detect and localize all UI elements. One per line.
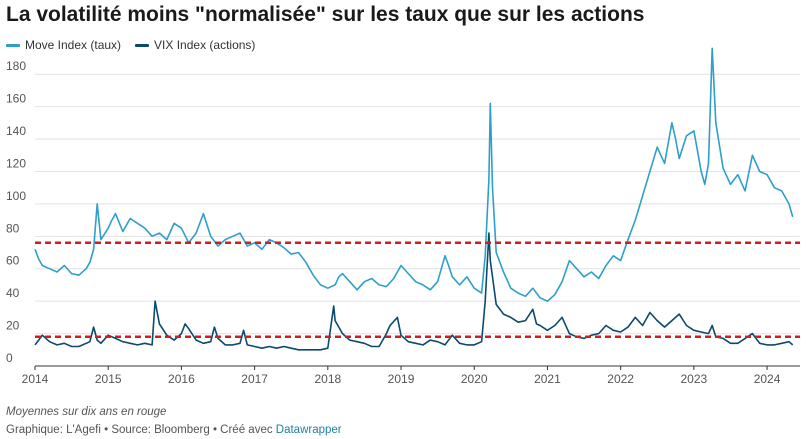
x-tick-label: 2015 [95, 372, 122, 386]
x-tick-label: 2019 [388, 372, 415, 386]
x-tick-label: 2021 [534, 372, 561, 386]
chart-title: La volatilité moins "normalisée" sur les… [6, 3, 645, 26]
y-tick-label: 60 [6, 254, 20, 268]
x-tick-label: 2014 [22, 372, 49, 386]
x-tick-label: 2023 [681, 372, 708, 386]
legend-label-vix: VIX Index (actions) [154, 38, 256, 52]
y-tick-label: 0 [6, 351, 13, 365]
y-tick-label: 40 [6, 286, 20, 300]
move-index-line [34, 47, 794, 303]
y-tick-label: 20 [6, 319, 20, 333]
legend-swatch-move [6, 43, 20, 47]
vix-index-line [34, 232, 794, 351]
y-axis-ticks: 0 20 40 60 80 100 120 140 160 180 [6, 59, 26, 365]
legend-label-move: Move Index (taux) [25, 38, 122, 52]
y-tick-label: 120 [6, 156, 26, 170]
credit-text: Graphique: L'Agefi • Source: Bloomberg •… [6, 424, 276, 436]
y-tick-label: 180 [6, 59, 26, 73]
x-tick-label: 2018 [314, 372, 341, 386]
datawrapper-link[interactable]: Datawrapper [275, 424, 342, 436]
x-tick-label: 2016 [168, 372, 195, 386]
x-tick-label: 2024 [754, 372, 781, 386]
y-tick-label: 100 [6, 189, 26, 203]
footnote: Moyennes sur dix ans en rouge [6, 406, 167, 418]
credit-line: Graphique: L'Agefi • Source: Bloomberg •… [6, 424, 342, 436]
y-tick-label: 160 [6, 92, 26, 106]
y-tick-label: 80 [6, 221, 20, 235]
y-tick-label: 140 [6, 124, 26, 138]
legend-item-move: Move Index (taux) [6, 38, 121, 52]
x-tick-label: 2017 [241, 372, 268, 386]
x-tick-label: 2020 [461, 372, 488, 386]
legend-swatch-vix [135, 43, 150, 47]
average-lines [35, 241, 800, 339]
x-axis-ticks: 2014 2015 2016 2017 2018 2019 2020 2021 2022 2023… [22, 366, 781, 386]
legend-item-vix: VIX Index (actions) [135, 38, 255, 52]
legend: Move Index (taux) VIX Index (actions) [6, 38, 255, 52]
x-tick-label: 2022 [607, 372, 634, 386]
series-lines [34, 47, 794, 351]
